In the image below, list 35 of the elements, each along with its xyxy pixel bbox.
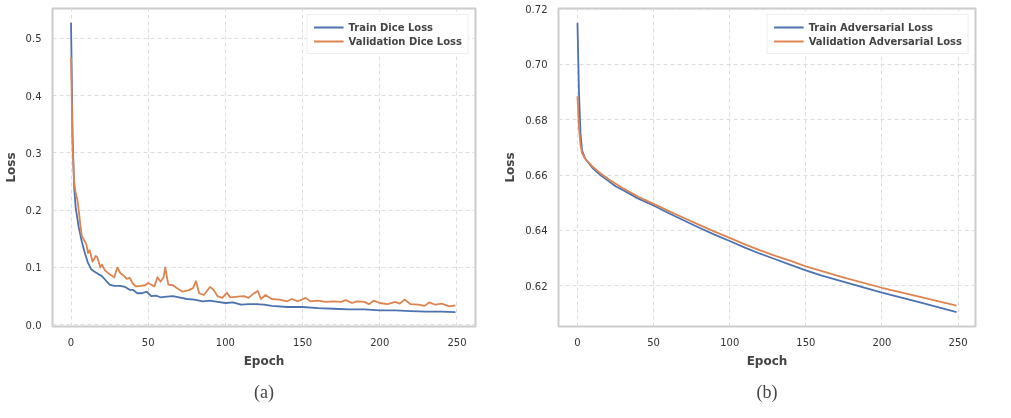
y-tick-label: 0.70 [525, 59, 548, 71]
x-tick-label: 250 [948, 336, 968, 348]
x-tick-label: 50 [647, 336, 660, 348]
x-tick-label: 150 [293, 336, 313, 348]
x-tick-label: 200 [872, 336, 892, 348]
x-axis-title: Epoch [243, 353, 285, 368]
y-tick-label: 0.0 [25, 319, 42, 331]
y-tick-label: 0.68 [525, 114, 548, 126]
legend-label: Train Dice Loss [348, 21, 434, 33]
legend-label: Validation Adversarial Loss [808, 35, 962, 47]
legend-label: Train Adversarial Loss [808, 21, 934, 33]
x-tick-label: 100 [215, 336, 235, 348]
text: (a) [254, 381, 274, 403]
x-tick-label: 100 [720, 336, 740, 348]
y-tick-label: 0.72 [525, 4, 548, 16]
y-tick-label: 0.1 [25, 262, 42, 274]
y-tick-label: 0.64 [525, 225, 548, 237]
x-axis-title: Epoch [746, 353, 788, 368]
line-series [576, 95, 958, 307]
y-tick-label: 0.3 [25, 147, 42, 159]
text: (b) [756, 381, 778, 403]
y-axis-title: Loss [503, 152, 518, 183]
x-tick-label: 250 [447, 336, 467, 348]
x-tick-label: 200 [370, 336, 390, 348]
legend-label: Validation Dice Loss [348, 35, 462, 47]
y-tick-label: 0.66 [525, 170, 548, 182]
y-tick-label: 0.4 [25, 90, 42, 102]
y-tick-label: 0.5 [25, 33, 42, 45]
x-tick-label: 50 [141, 336, 155, 348]
x-tick-label: 0 [574, 336, 581, 348]
y-tick-label: 0.2 [25, 205, 42, 217]
y-tick-label: 0.62 [525, 280, 548, 292]
y-axis-title: Loss [3, 152, 18, 183]
x-tick-label: 150 [796, 336, 816, 348]
x-tick-label: 0 [67, 336, 75, 348]
